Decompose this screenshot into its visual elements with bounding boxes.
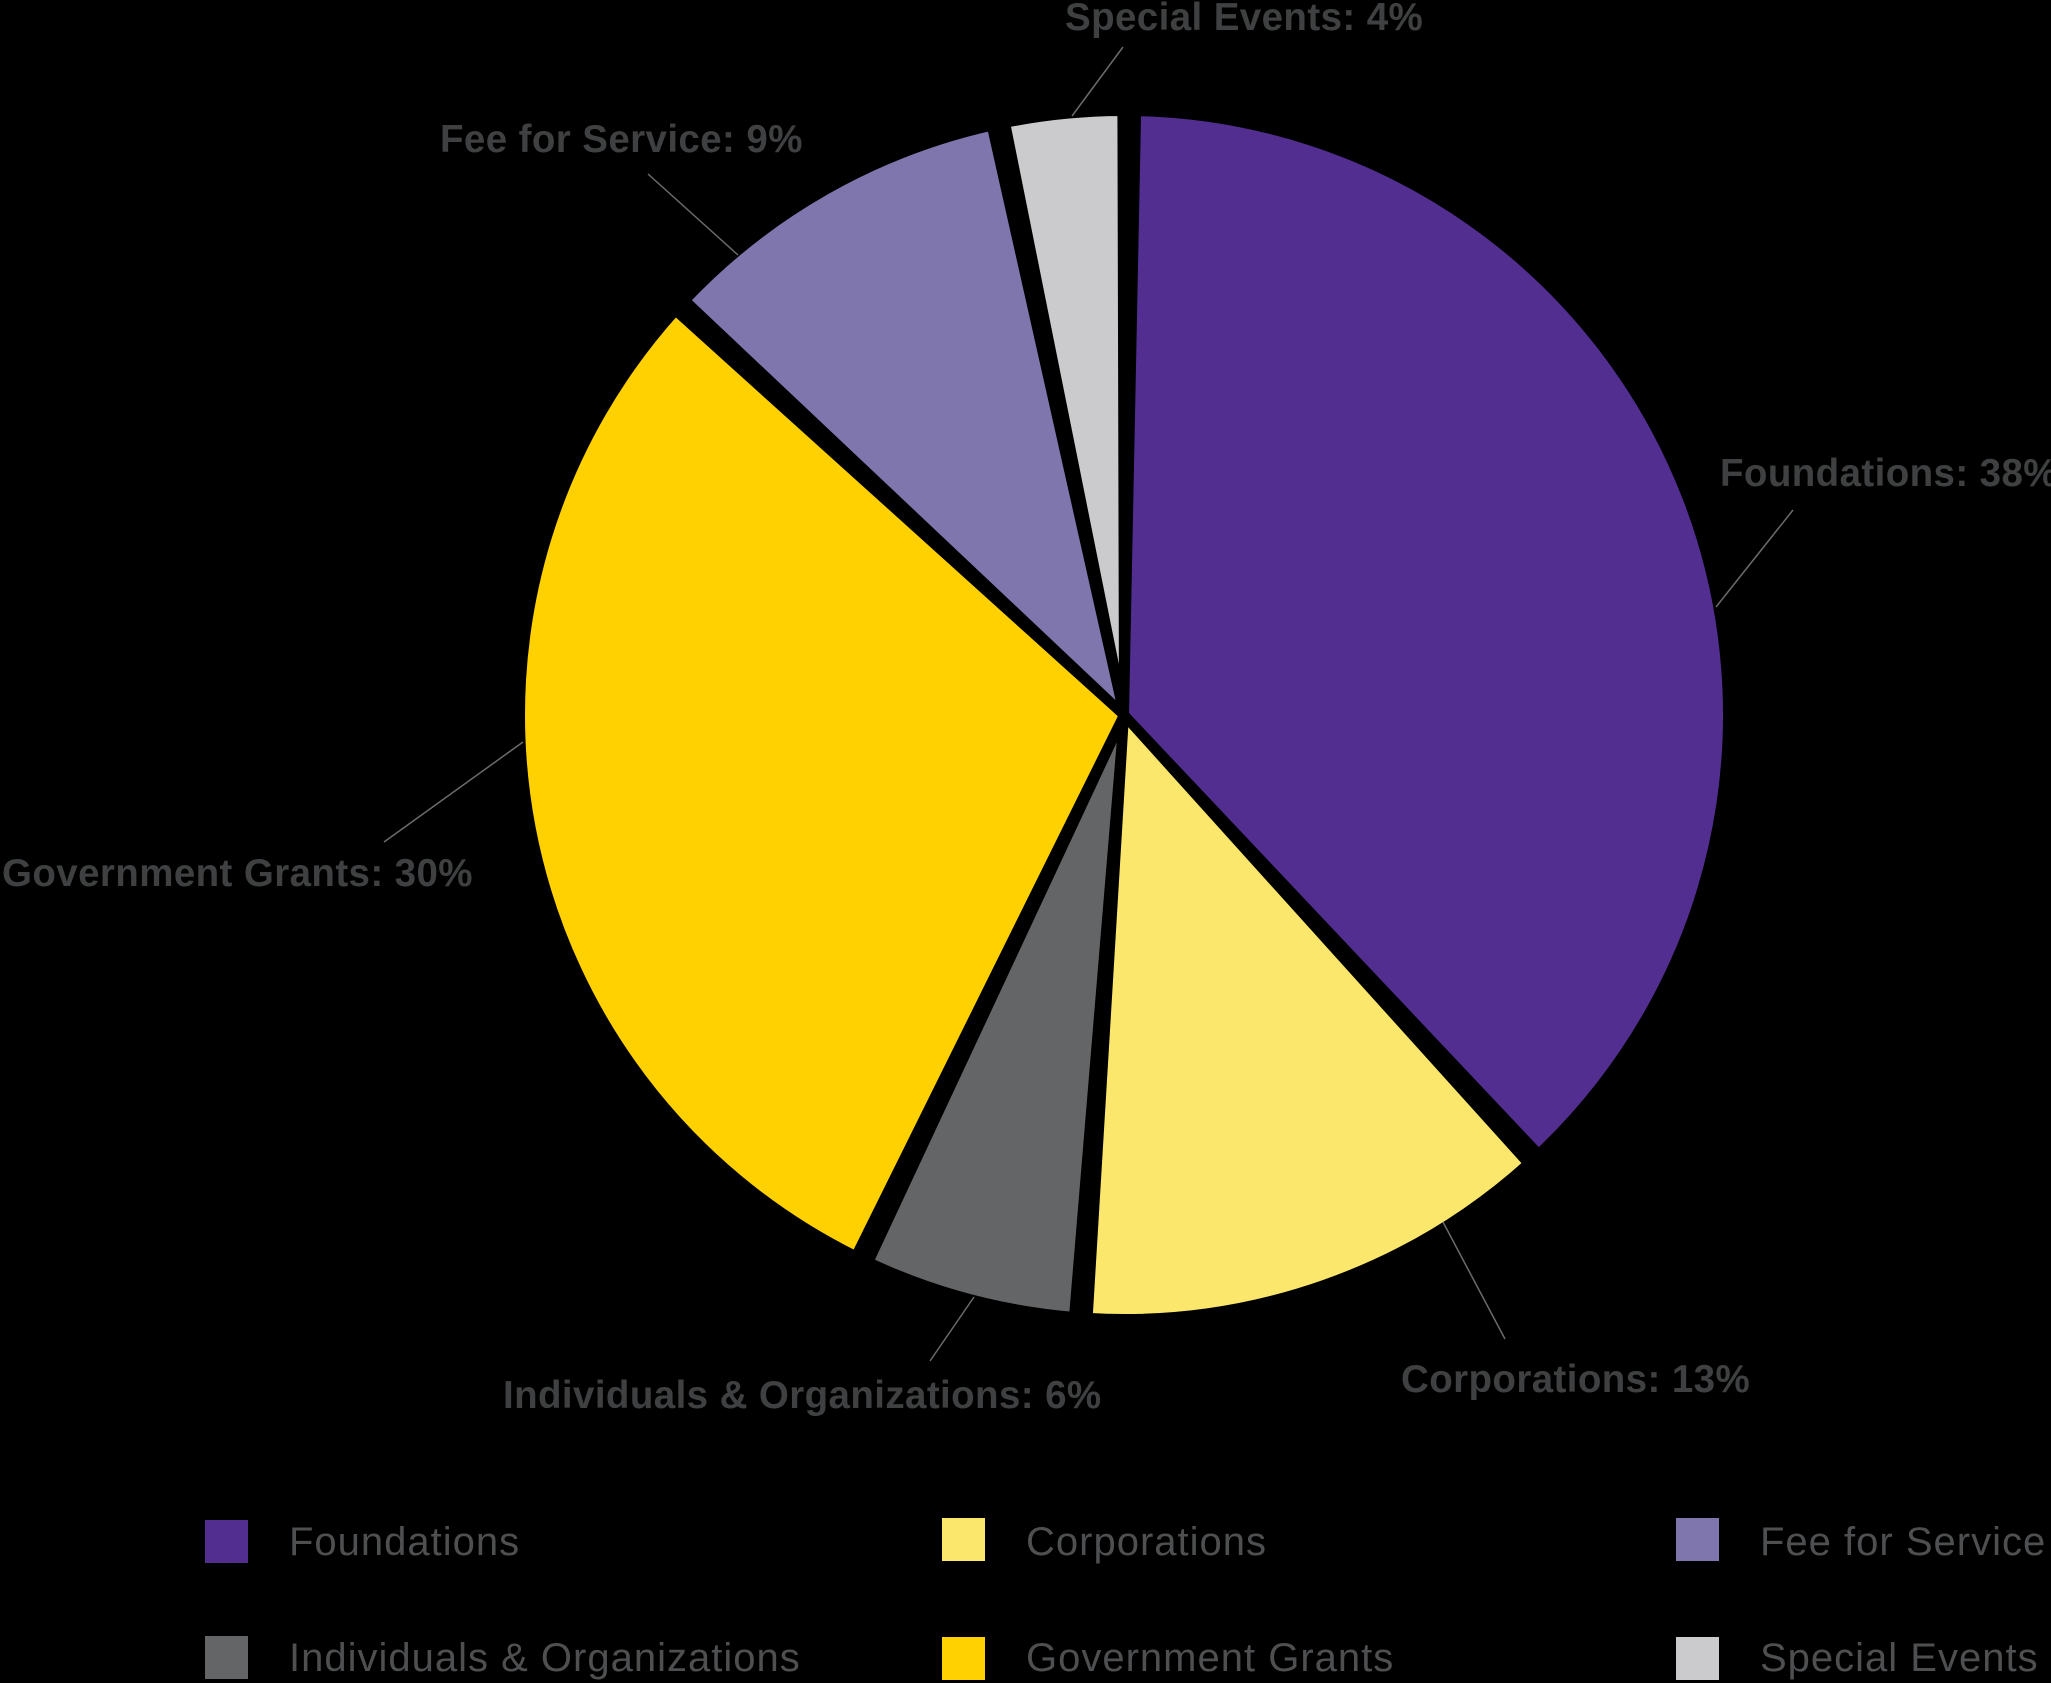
svg-text:Individuals & Organizations: 6: Individuals & Organizations: 6% xyxy=(503,1374,1102,1417)
svg-text:Corporations: Corporations xyxy=(1026,1520,1267,1564)
svg-text:Special Events: Special Events xyxy=(1760,1636,2039,1680)
svg-text:Corporations: 13%: Corporations: 13% xyxy=(1401,1358,1750,1401)
svg-text:Individuals & Organizations: Individuals & Organizations xyxy=(289,1636,801,1680)
svg-text:Government Grants: Government Grants xyxy=(1026,1636,1394,1680)
svg-text:Fee for Service: 9%: Fee for Service: 9% xyxy=(440,118,803,161)
svg-text:Foundations: 38%: Foundations: 38% xyxy=(1720,452,2051,495)
svg-text:Foundations: Foundations xyxy=(289,1520,520,1564)
svg-text:Fee for Service: Fee for Service xyxy=(1760,1520,2046,1564)
svg-text:Government Grants: 30%: Government Grants: 30% xyxy=(2,852,473,895)
svg-text:Special Events: 4%: Special Events: 4% xyxy=(1065,0,1423,39)
